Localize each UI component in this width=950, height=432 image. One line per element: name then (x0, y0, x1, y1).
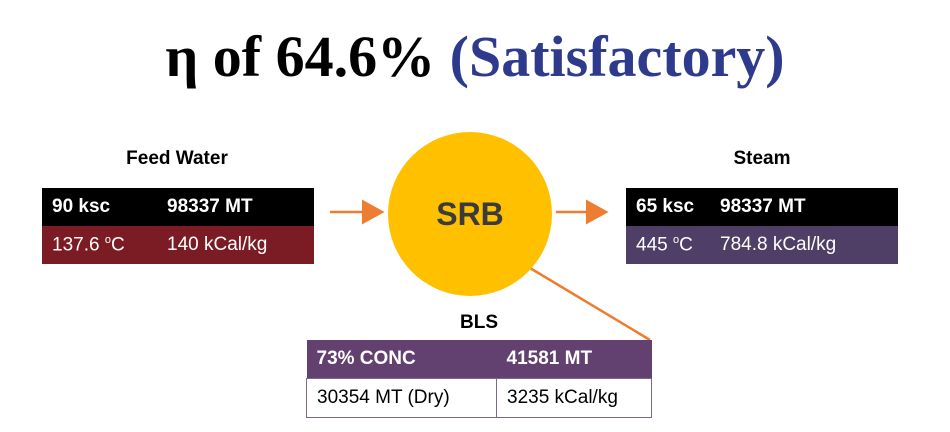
steam-degree: o (672, 233, 680, 246)
steam-table: 65 ksc 98337 MT 445 oC 784.8 kCal/kg (626, 188, 898, 264)
efficiency-text: η of 64.6% (165, 24, 436, 89)
steam-temperature: 445 oC (626, 226, 710, 264)
feed-water-table: 90 ksc 98337 MT 137.6 oC 140 kCal/kg (42, 188, 314, 264)
bls-table: 73% CONC 41581 MT 30354 MT (Dry) 3235 kC… (306, 340, 652, 418)
feed-water-row-2: 137.6 oC 140 kCal/kg (42, 226, 314, 264)
feed-water-temp-unit: C (110, 234, 125, 256)
steam-enthalpy: 784.8 kCal/kg (710, 226, 898, 264)
srb-to-bls-line (529, 266, 651, 342)
steam-row-1: 65 ksc 98337 MT (626, 188, 898, 226)
bls-row-2: 30354 MT (Dry) 3235 kCal/kg (306, 378, 652, 418)
efficiency-status: (Satisfactory) (449, 24, 785, 89)
feed-water-enthalpy: 140 kCal/kg (157, 226, 314, 264)
feed-water-quantity: 98337 MT (157, 188, 314, 226)
feed-water-pressure: 90 ksc (42, 188, 157, 226)
bls-concentration: 73% CONC (306, 340, 497, 379)
steam-heading: Steam (733, 148, 791, 169)
feed-water-degree: o (104, 233, 111, 246)
steam-quantity: 98337 MT (710, 188, 898, 226)
feed-water-heading: Feed Water (126, 148, 228, 169)
bls-enthalpy: 3235 kCal/kg (496, 378, 652, 418)
bls-quantity: 41581 MT (496, 340, 652, 379)
steam-row-2: 445 oC 784.8 kCal/kg (626, 226, 898, 264)
feed-water-temperature: 137.6 oC (42, 226, 157, 264)
steam-temp-unit: C (679, 234, 693, 256)
steam-temp-value: 445 (636, 234, 668, 256)
bls-heading: BLS (460, 312, 498, 333)
page-title: η of 64.6% (Satisfactory) (0, 22, 950, 92)
bls-row-1: 73% CONC 41581 MT (306, 340, 652, 379)
srb-label: SRB (436, 195, 504, 232)
feed-water-row-1: 90 ksc 98337 MT (42, 188, 314, 226)
feed-water-temp-value: 137.6 (52, 234, 100, 256)
steam-pressure: 65 ksc (626, 188, 710, 226)
bls-dry-quantity: 30354 MT (Dry) (306, 378, 497, 418)
srb-node: SRB (388, 132, 552, 296)
